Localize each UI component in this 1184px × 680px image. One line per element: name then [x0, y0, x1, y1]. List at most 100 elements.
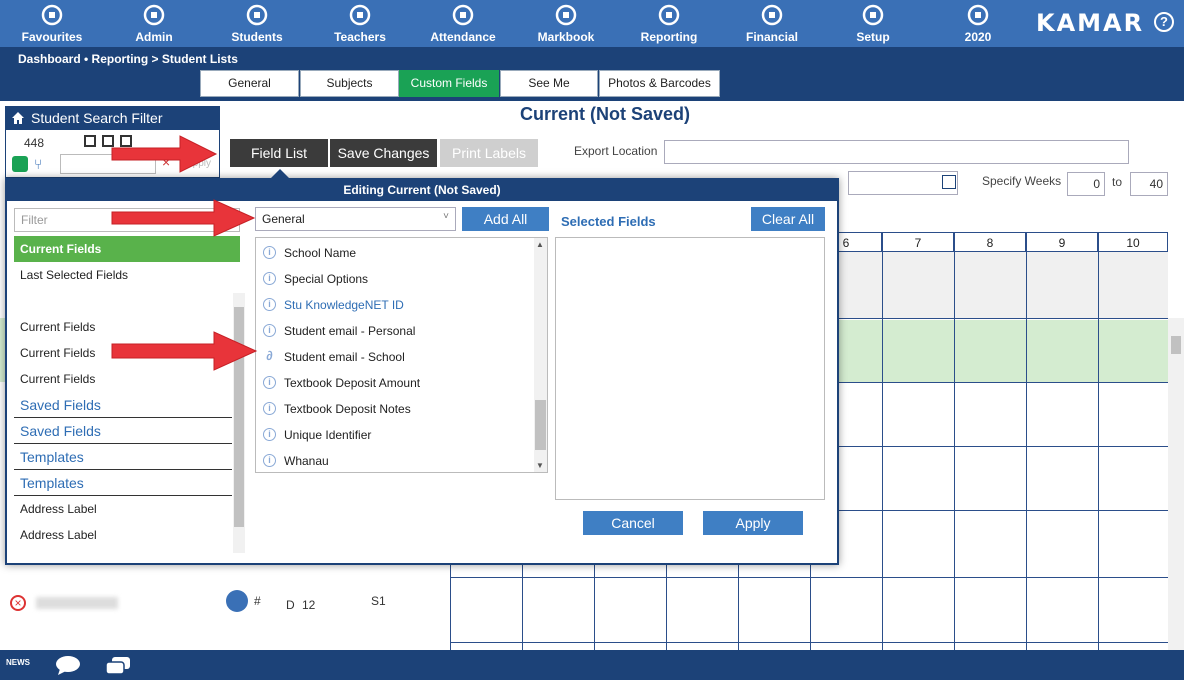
chat-icon[interactable]: [55, 655, 81, 675]
field-label: Textbook Deposit Amount: [284, 376, 421, 390]
breadcrumb[interactable]: Dashboard • Reporting > Student Lists: [18, 52, 238, 66]
info-icon[interactable]: i: [263, 454, 276, 467]
calendar-icon[interactable]: [942, 175, 956, 189]
search-input[interactable]: [60, 154, 156, 174]
student-year: 12: [302, 598, 316, 612]
info-icon[interactable]: i: [263, 402, 276, 415]
grid-row: [810, 252, 1168, 318]
field-set-item[interactable]: Saved Fields: [14, 392, 232, 418]
nav-students[interactable]: Students: [207, 0, 307, 47]
info-icon[interactable]: i: [263, 298, 276, 311]
messages-icon[interactable]: [104, 656, 132, 676]
selected-fields-box[interactable]: [555, 237, 825, 500]
tab-custom-fields[interactable]: Custom Fields: [399, 70, 499, 97]
export-location-input[interactable]: [664, 140, 1129, 164]
field-item[interactable]: i Whanau: [256, 448, 531, 472]
view-icon[interactable]: [102, 135, 114, 147]
nav-label: Admin: [135, 30, 173, 44]
nav-markbook[interactable]: Markbook: [516, 0, 616, 47]
field-list-button[interactable]: Field List: [230, 139, 328, 167]
field-item[interactable]: i Student email - Personal: [256, 318, 531, 344]
specify-date-input[interactable]: [848, 171, 958, 195]
nav-teachers[interactable]: Teachers: [310, 0, 410, 47]
field-set-item[interactable]: Templates: [14, 444, 232, 470]
field-set-item[interactable]: Comments Only: [14, 548, 240, 554]
field-set-item[interactable]: [14, 288, 240, 314]
field-label: Student email - Personal: [284, 324, 416, 338]
field-set-list: Current Fields Last Selected Fields Curren…: [14, 236, 240, 554]
field-item[interactable]: ∂ Student email - School: [256, 344, 531, 370]
field-item[interactable]: i School Name: [256, 240, 531, 266]
field-set-item[interactable]: Saved Fields: [14, 418, 232, 444]
nav-label: Reporting: [640, 30, 698, 44]
nav-setup[interactable]: Setup: [823, 0, 923, 47]
nav-favourites[interactable]: Favourites: [2, 0, 102, 47]
chevron-down-icon: ˅: [443, 211, 449, 222]
nav-label: Setup: [856, 30, 890, 44]
info-icon[interactable]: i: [263, 246, 276, 259]
field-set-item[interactable]: Address Label: [20, 502, 97, 516]
students-icon: [243, 3, 271, 31]
view-icon[interactable]: [120, 135, 132, 147]
add-all-button[interactable]: Add All: [462, 207, 549, 231]
weeks-from-input[interactable]: 0: [1067, 172, 1105, 196]
nav-reporting[interactable]: Reporting: [619, 0, 719, 47]
field-label: Textbook Deposit Notes: [284, 402, 411, 416]
info-icon[interactable]: i: [263, 272, 276, 285]
news-icon[interactable]: NEWS: [6, 658, 30, 667]
tree-icon[interactable]: ⑂: [34, 156, 43, 172]
print-labels-button[interactable]: Print Labels: [440, 139, 538, 167]
student-name-blurred: [36, 597, 118, 609]
apply-button[interactable]: Apply: [703, 511, 803, 535]
nav-admin[interactable]: Admin: [104, 0, 204, 47]
page-title: Current (Not Saved): [519, 104, 690, 124]
nav-financial[interactable]: Financial: [722, 0, 822, 47]
teachers-icon: [346, 3, 374, 31]
nav-label: Financial: [745, 30, 798, 44]
clear-all-button[interactable]: Clear All: [751, 207, 825, 231]
field-label: Unique Identifier: [284, 428, 372, 442]
view-icon[interactable]: [84, 135, 96, 147]
weeks-to-input[interactable]: 40: [1130, 172, 1168, 196]
field-set-item[interactable]: Current Fields: [20, 320, 96, 334]
fields-scrollbar[interactable]: ▲ ▼: [534, 238, 547, 472]
main-scrollbar[interactable]: [1168, 318, 1184, 650]
field-set-item[interactable]: Current Fields: [20, 346, 96, 360]
nav-attendance[interactable]: Attendance: [413, 0, 513, 47]
info-icon[interactable]: i: [263, 376, 276, 389]
save-changes-button[interactable]: Save Changes: [330, 139, 437, 167]
field-set-item[interactable]: Address Label: [20, 528, 97, 542]
field-set-item[interactable]: Templates: [14, 470, 232, 496]
field-item[interactable]: i Textbook Deposit Notes: [256, 396, 531, 422]
paperclip-icon[interactable]: ∂: [266, 348, 273, 363]
tab-photos-barcodes[interactable]: Photos & Barcodes: [599, 70, 720, 97]
tab-see-me[interactable]: See Me: [500, 70, 598, 97]
field-label: School Name: [284, 246, 357, 260]
apply-button[interactable]: Apply: [186, 158, 212, 169]
nav-label: Markbook: [537, 30, 595, 44]
student-day: D: [286, 598, 295, 612]
tab-subjects[interactable]: Subjects: [300, 70, 399, 97]
student-photo-icon[interactable]: [226, 590, 248, 612]
tab-general[interactable]: General: [200, 70, 299, 97]
category-select[interactable]: General ˅: [255, 207, 456, 231]
field-item[interactable]: i Textbook Deposit Amount: [256, 370, 531, 396]
field-set-item[interactable]: Current Fields: [14, 236, 240, 262]
remove-student-icon[interactable]: ×: [10, 595, 26, 611]
field-set-item[interactable]: Current Fields: [20, 372, 96, 386]
clear-icon[interactable]: ×: [162, 154, 171, 170]
field-item[interactable]: i Stu KnowledgeNET ID: [256, 292, 531, 318]
help-icon[interactable]: ?: [1154, 12, 1174, 32]
field-item[interactable]: i Special Options: [256, 266, 531, 292]
info-icon[interactable]: i: [263, 324, 276, 337]
student-hash: #: [254, 594, 261, 608]
nav-calendar[interactable]: 2020: [928, 0, 1028, 47]
nav-label: Favourites: [21, 30, 83, 44]
financial-icon: [758, 3, 786, 31]
user-filter-icon[interactable]: [12, 156, 28, 172]
reporting-icon: [655, 3, 683, 31]
cancel-button[interactable]: Cancel: [583, 511, 683, 535]
field-set-item[interactable]: Last Selected Fields: [20, 268, 129, 282]
field-item[interactable]: i Unique Identifier: [256, 422, 531, 448]
info-icon[interactable]: i: [263, 428, 276, 441]
